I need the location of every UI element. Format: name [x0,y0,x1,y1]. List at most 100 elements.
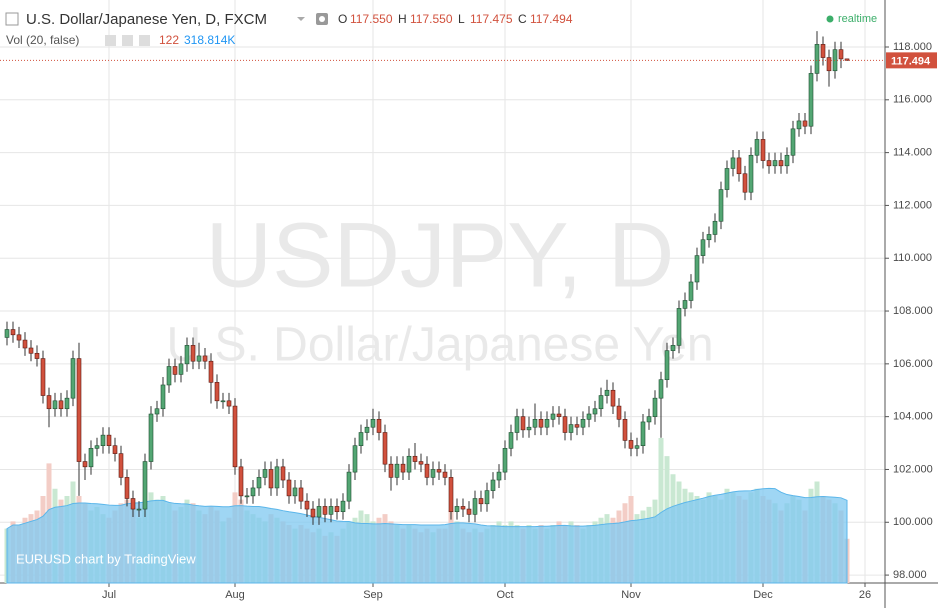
candle-body [124,477,130,499]
ohlc-letter: O [338,12,347,26]
dropdown-icon[interactable] [297,17,305,21]
candle-body [784,154,790,167]
candle-body [610,389,616,407]
branding[interactable]: EURUSD chart by TradingView [16,551,196,566]
candle-body [220,400,226,403]
candle-body [52,400,58,410]
candle-body [778,160,784,167]
volume-bar [658,438,664,583]
format-icon[interactable] [122,35,133,46]
volume-layer [4,438,850,584]
candle-body [478,498,484,505]
candle-body [346,471,352,502]
ohlc-legend: O 117.550 H 117.550 L 117.475 C 117.494 [338,12,573,26]
candle-body [598,395,604,410]
candle-body [448,477,454,513]
candle-body [262,469,268,478]
candle-body [802,120,808,127]
candle-body [238,466,244,497]
candle-body [232,405,238,468]
candle-body [568,424,574,433]
y-tick-label: 118.000 [893,41,932,53]
candle-body [322,506,328,515]
candle-body [592,408,598,415]
candle-body [712,220,718,235]
candle-body [16,334,22,341]
candle-body [682,300,688,309]
candle-body [766,160,772,167]
watermark-subtitle: U.S. Dollar/Japanese Yen [166,319,713,372]
candle-body [496,471,502,481]
candle-body [4,329,10,338]
candle-body [274,466,280,489]
candle-body [652,397,658,417]
candle-body [508,432,514,449]
candle-body [754,139,760,156]
candle-body [742,173,748,193]
candle-body [184,345,190,365]
candle-body [328,506,334,515]
candle-body [196,355,202,362]
candle-body [556,413,562,417]
candle-body [694,255,700,283]
candle-body [394,463,400,478]
candle-body [562,416,568,433]
candle-body [772,160,778,167]
candle-body [82,461,88,468]
ohlc-value: 117.494 [530,12,573,26]
y-tick-label: 104.000 [893,411,933,423]
candle-body [34,352,40,359]
candle-body [532,418,538,428]
candle-body [706,234,712,241]
x-tick-label: 26 [859,589,871,601]
x-tick-label: Sep [363,589,383,601]
candle-body [640,421,646,446]
candle-body [436,469,442,473]
candle-body [430,469,436,478]
symbol-icon[interactable] [5,12,19,26]
candle-body [490,479,496,491]
candle-body [580,418,586,428]
candle-body [700,239,706,256]
candle-body [208,360,214,383]
candle-body [280,466,286,481]
candle-body [268,469,274,489]
candle-body [286,479,292,497]
candle-body [10,329,16,336]
candle-body [526,426,532,431]
candle-body [748,154,754,193]
candle-body [316,506,322,518]
ohlc-letter: C [518,12,527,26]
x-tick-label: Aug [225,589,245,601]
candle-body [724,168,730,190]
x-tick-label: Oct [496,589,513,601]
settings-icon[interactable] [105,35,116,46]
candle-body [760,139,766,161]
candle-body [454,506,460,513]
close-icon[interactable] [139,35,150,46]
candle-body [370,418,376,428]
candle-body [502,448,508,473]
candle-body [544,418,550,428]
candle-body [400,463,406,473]
chart-title: U.S. Dollar/Japanese Yen, D, FXCM [26,11,267,28]
y-tick-label: 98.000 [893,569,927,581]
price-label-box [886,52,937,69]
candle-body [166,366,172,386]
candle-body [616,405,622,420]
candle-body [136,508,142,511]
candle-body [688,281,694,301]
realtime-dot [826,15,834,23]
candle-body [100,434,106,446]
candle-body [466,508,472,515]
candle-body [424,463,430,478]
y-tick-label: 100.000 [893,516,933,528]
candle-body [550,413,556,420]
candle-body [304,500,310,510]
candle-body [418,461,424,465]
candle-body [172,366,178,375]
candle-body [352,445,358,473]
y-tick-label: 108.000 [893,305,933,317]
y-tick-label: 114.000 [893,147,932,159]
candle-body [796,120,802,130]
